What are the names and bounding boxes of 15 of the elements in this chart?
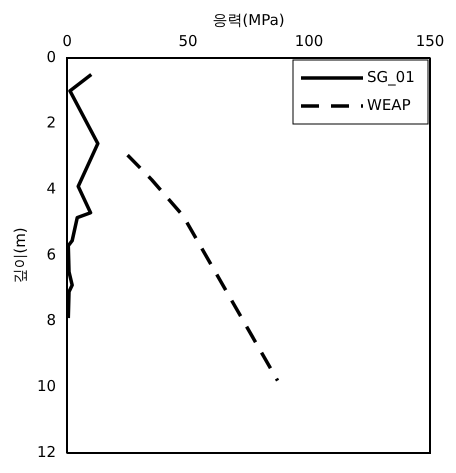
x-axis-title: 응력(MPa)	[212, 10, 285, 29]
x-tick-label: 150	[416, 32, 444, 50]
legend-label: WEAP	[367, 96, 411, 114]
legend-label: SG_01	[367, 68, 415, 86]
x-tick-label: 0	[62, 32, 72, 50]
y-tick-label: 6	[46, 245, 56, 264]
y-tick-label: 10	[36, 377, 56, 396]
y-tick-label: 8	[46, 311, 56, 330]
y-tick-label: 12	[36, 442, 56, 461]
y-tick-label: 0	[46, 48, 56, 66]
y-tick-label: 4	[46, 180, 56, 198]
x-tick-label: 100	[294, 32, 324, 50]
y-tick-label: 2	[46, 114, 56, 132]
x-tick-label: 50	[178, 32, 198, 50]
y-axis-title: 깊이(m)	[10, 227, 29, 284]
